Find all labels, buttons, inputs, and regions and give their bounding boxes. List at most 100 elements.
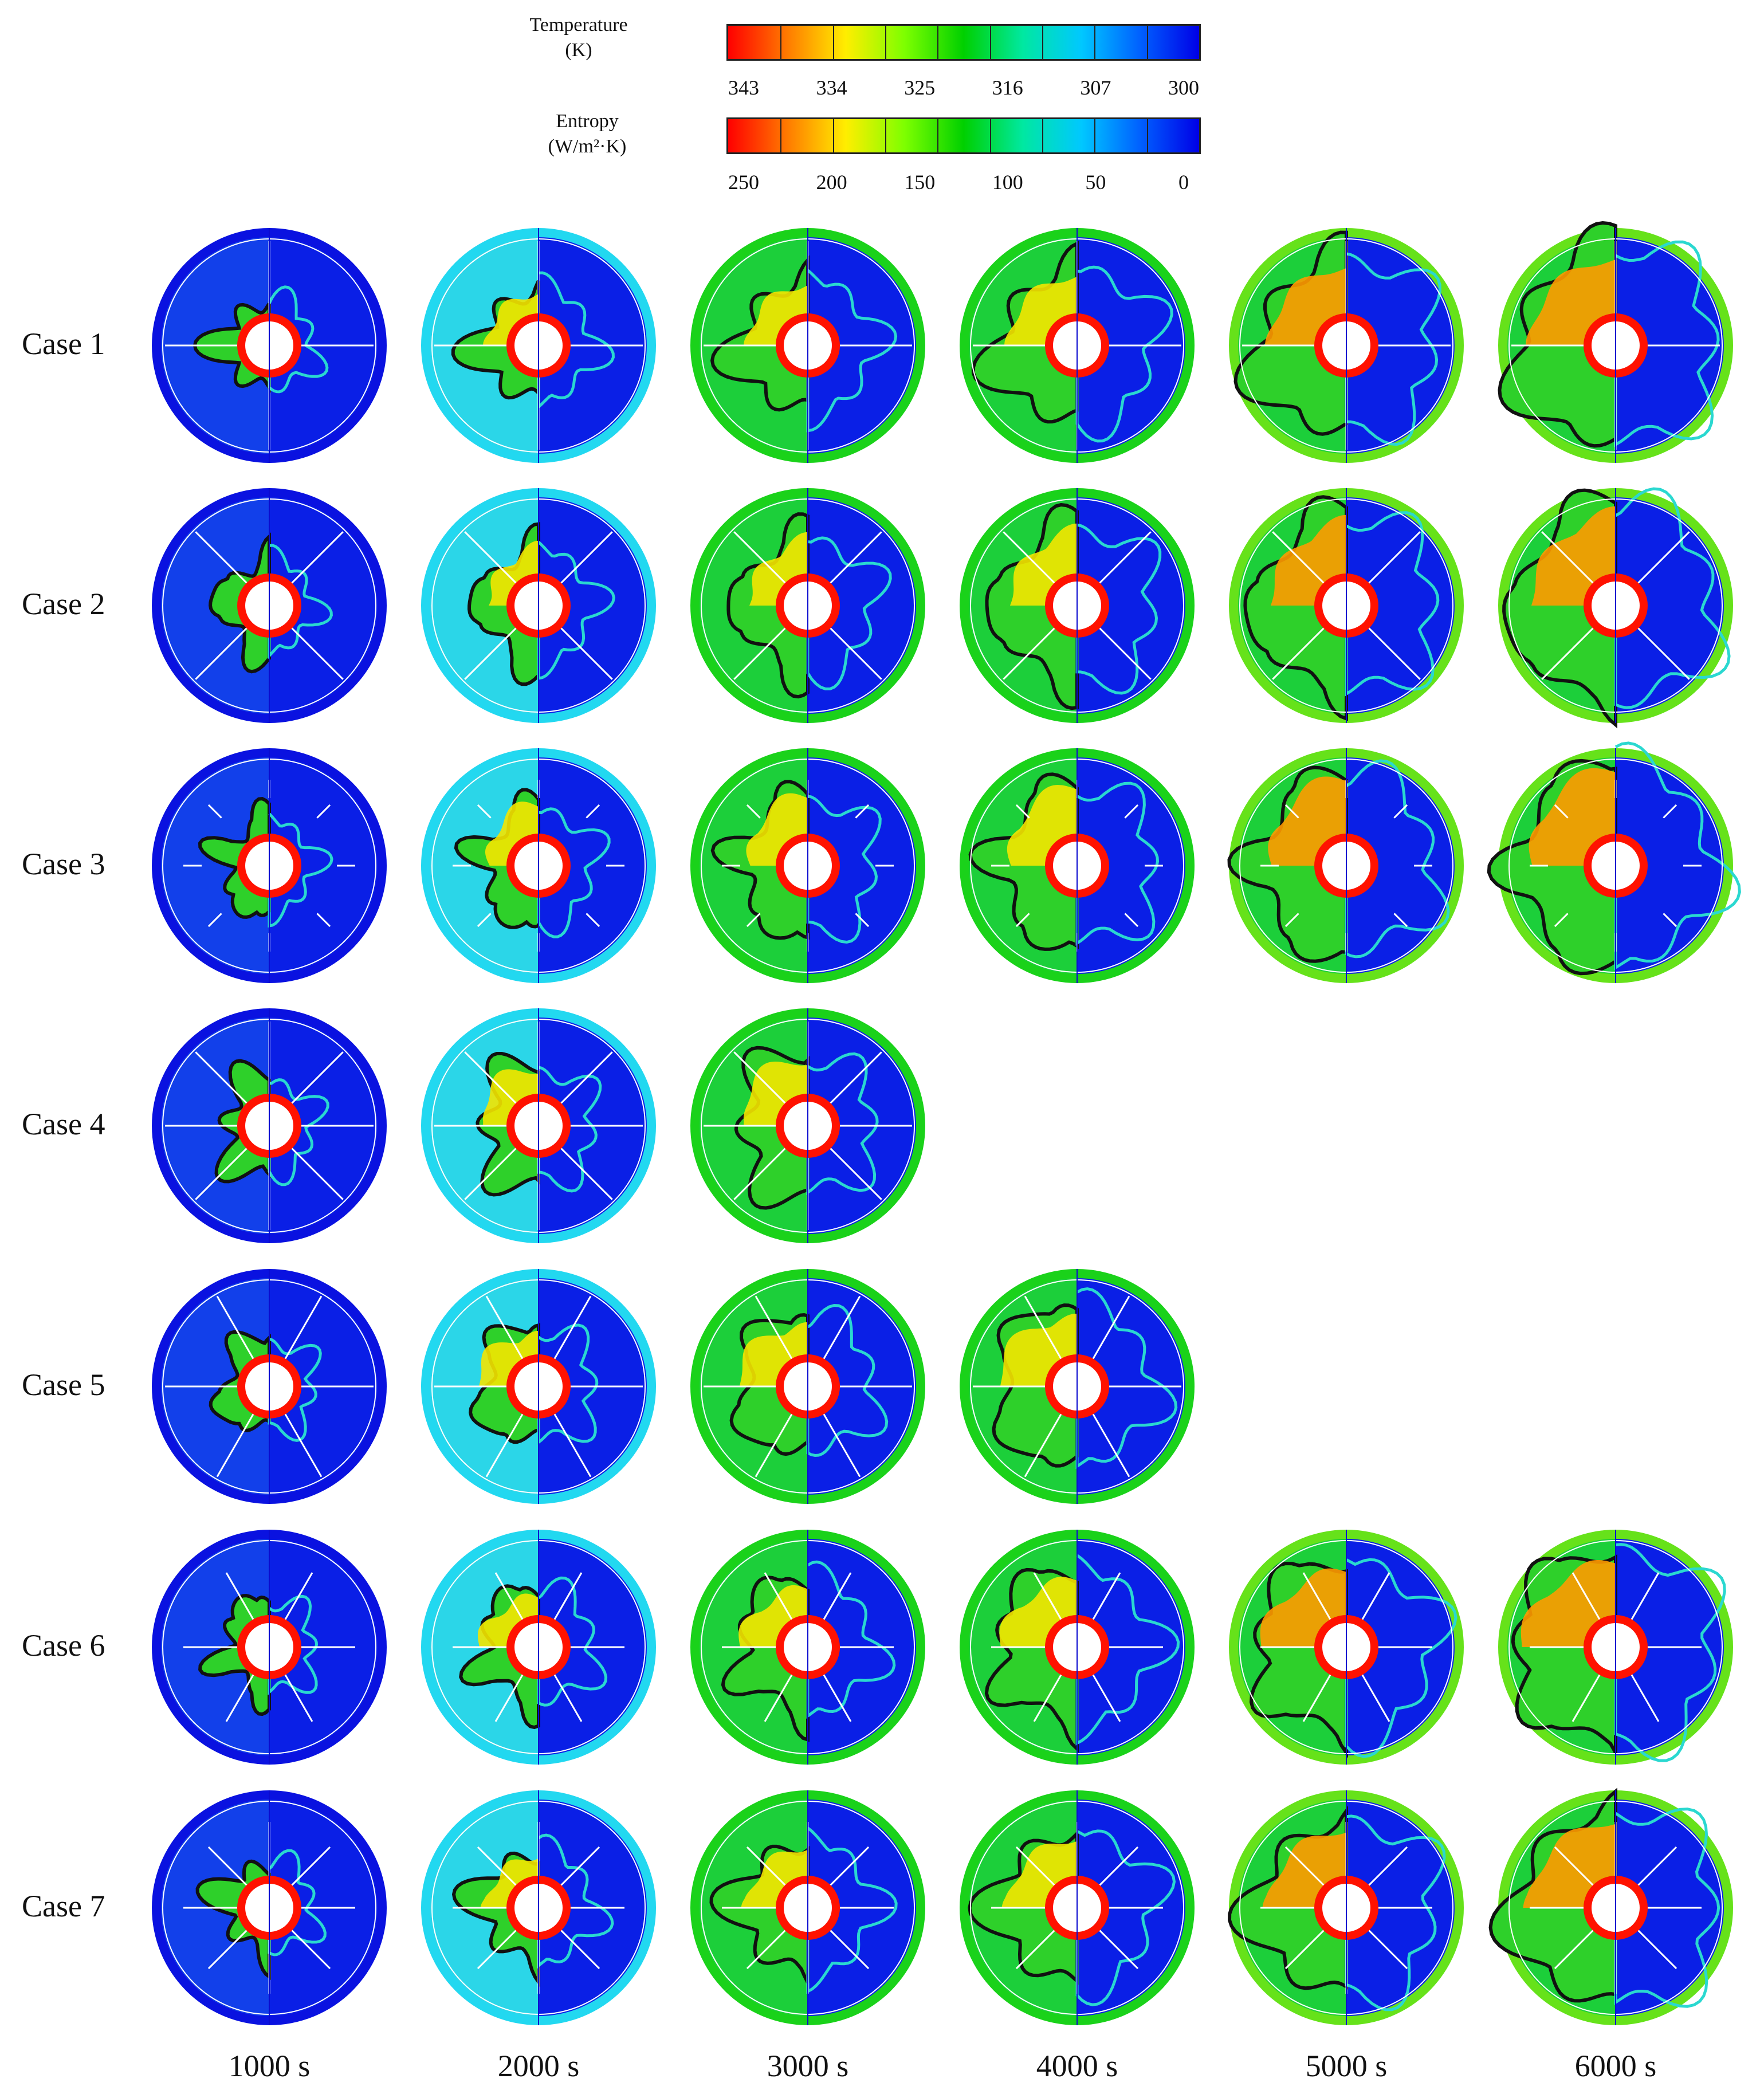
entropy-half xyxy=(269,497,378,714)
entropy-streak xyxy=(1075,265,1173,443)
entropy-streak xyxy=(1614,741,1741,971)
contour-disc xyxy=(1229,1530,1464,1765)
entropy-streak xyxy=(1614,487,1731,709)
entropy-tick-label: 250 xyxy=(728,171,759,194)
contour-disc xyxy=(1498,221,1733,463)
fin xyxy=(283,1572,313,1622)
fin xyxy=(225,1672,256,1722)
entropy-half xyxy=(1616,757,1724,974)
entropy-streak xyxy=(268,812,333,928)
fin xyxy=(1393,804,1408,819)
fin xyxy=(764,1572,794,1622)
fin xyxy=(755,1412,794,1478)
fin xyxy=(552,1295,592,1361)
fin xyxy=(1284,1846,1326,1888)
fin xyxy=(828,531,882,586)
fin xyxy=(1360,1672,1390,1722)
contour-disc xyxy=(690,748,925,983)
fin xyxy=(316,804,331,819)
entropy-streak xyxy=(806,536,892,691)
fin xyxy=(1033,1572,1063,1622)
contour-disc xyxy=(690,1530,925,1765)
entropy-streak xyxy=(1345,759,1450,958)
fin xyxy=(1091,1672,1121,1722)
contour-disc xyxy=(1227,748,1464,983)
contour-disc xyxy=(421,1008,656,1243)
fin xyxy=(828,1146,882,1200)
fin xyxy=(216,1412,256,1478)
contour-disc xyxy=(960,1269,1195,1504)
fin xyxy=(289,1146,344,1200)
fin xyxy=(207,804,222,819)
fin xyxy=(289,1846,331,1888)
fin xyxy=(764,1672,794,1722)
entropy-streak xyxy=(1075,781,1160,946)
fin xyxy=(733,1051,788,1106)
entropy-streak xyxy=(806,269,898,433)
fin xyxy=(1015,1928,1057,1970)
contour-disc xyxy=(152,748,387,983)
fin xyxy=(1636,626,1690,680)
fin xyxy=(828,626,882,680)
fin xyxy=(1124,913,1139,928)
case-label: Case 3 xyxy=(22,847,105,881)
fin xyxy=(464,626,518,680)
entropy-streak xyxy=(1614,1808,1720,2008)
fin xyxy=(559,1146,613,1200)
fin xyxy=(216,1295,256,1361)
entropy-bar-divider xyxy=(989,119,991,152)
entropy-streak xyxy=(537,271,615,411)
temperature-bar-divider xyxy=(989,26,991,59)
entropy-half xyxy=(1346,497,1455,714)
fin xyxy=(464,531,518,586)
temperature-tick-label: 316 xyxy=(992,76,1023,99)
contour-disc xyxy=(152,1530,387,1765)
temperature-bar-divider xyxy=(1042,26,1043,59)
fin xyxy=(316,913,331,928)
entropy-streak xyxy=(1075,1829,1176,2006)
contour-disc xyxy=(1229,488,1464,723)
fin xyxy=(464,1051,518,1106)
fin xyxy=(733,531,788,586)
contour-disc xyxy=(690,1790,925,2025)
fin xyxy=(1366,1928,1408,1970)
fin xyxy=(1541,531,1596,586)
contour-disc xyxy=(1498,487,1733,729)
fin xyxy=(822,1672,852,1722)
contour-disc xyxy=(421,1530,656,1765)
fin xyxy=(1003,626,1057,680)
fin xyxy=(1366,531,1421,586)
fin xyxy=(855,913,870,928)
contour-disc xyxy=(690,488,925,723)
fin xyxy=(289,531,344,586)
fin xyxy=(1003,531,1057,586)
fin xyxy=(1284,804,1299,819)
entropy-legend-unit: (W/m²·K) xyxy=(548,136,627,157)
fin xyxy=(559,531,613,586)
entropy-bar-divider xyxy=(937,119,939,152)
fin xyxy=(1554,913,1569,928)
contour-disc xyxy=(1227,1790,1464,2025)
fin xyxy=(1636,1846,1677,1888)
fin xyxy=(1024,1295,1063,1361)
case-label: Case 6 xyxy=(22,1628,105,1663)
fin xyxy=(733,1146,788,1200)
fin xyxy=(1091,1572,1121,1622)
contour-disc xyxy=(421,1269,656,1504)
time-label: 3000 s xyxy=(767,2049,849,2083)
entropy-streak xyxy=(1614,240,1720,447)
entropy-streak xyxy=(1345,252,1441,446)
fin xyxy=(494,1572,525,1622)
entropy-half xyxy=(539,497,647,714)
fin xyxy=(1554,804,1569,819)
entropy-colorbar xyxy=(726,117,1201,154)
fin xyxy=(559,1928,600,1970)
entropy-streak xyxy=(806,1052,879,1196)
entropy-streak xyxy=(537,1066,602,1193)
fin xyxy=(855,804,870,819)
entropy-streak xyxy=(537,807,611,938)
fin xyxy=(1572,1672,1602,1722)
fin xyxy=(1097,531,1152,586)
fin xyxy=(494,1672,525,1722)
case-label: Case 2 xyxy=(22,587,105,621)
